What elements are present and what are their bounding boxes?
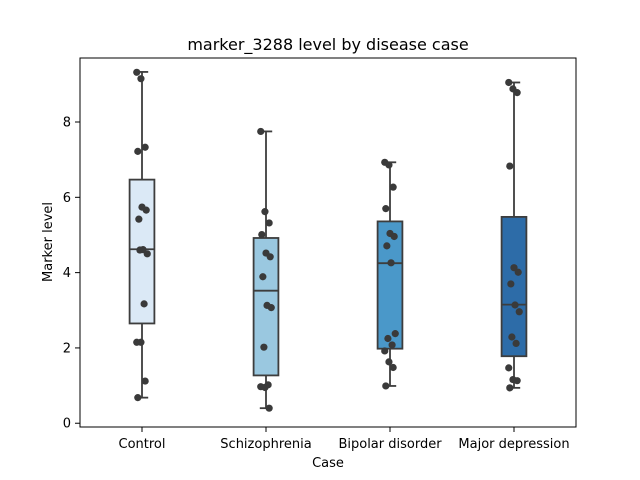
box-group: [128, 71, 156, 399]
data-point: [259, 273, 267, 281]
data-point: [143, 250, 151, 258]
box-iqr: [376, 220, 404, 350]
data-point: [505, 364, 513, 372]
data-point: [514, 268, 522, 276]
data-point: [385, 161, 393, 169]
data-point: [133, 68, 141, 76]
data-point: [258, 230, 266, 239]
box-iqr: [500, 215, 528, 358]
data-point: [512, 339, 520, 348]
data-point: [137, 338, 145, 346]
data-point: [266, 253, 274, 261]
box-group: [500, 81, 528, 389]
y-tick-label: 4: [63, 266, 71, 281]
data-point: [265, 404, 273, 412]
x-tick-label: Major depression: [458, 437, 569, 452]
data-point: [508, 333, 516, 341]
data-point: [389, 363, 397, 372]
data-point: [261, 208, 269, 216]
data-point: [265, 219, 273, 227]
y-tick-label: 8: [63, 116, 71, 131]
y-tick-label: 0: [63, 417, 71, 432]
data-point: [260, 343, 268, 351]
data-point: [507, 280, 515, 288]
y-axis: 0 2 4 6 8: [63, 116, 80, 432]
data-point: [387, 259, 395, 267]
data-point: [141, 143, 149, 151]
data-point: [390, 232, 398, 241]
data-point: [140, 300, 148, 308]
y-tick-label: 6: [63, 191, 71, 206]
x-tick-label: Bipolar disorder: [338, 437, 442, 452]
x-tick-label: Control: [119, 437, 166, 452]
data-point: [506, 162, 514, 170]
data-point: [513, 89, 521, 97]
data-point: [385, 358, 393, 366]
data-point: [381, 347, 389, 355]
x-tick-label: Schizophrenia: [220, 437, 311, 452]
box-group: [252, 130, 280, 410]
data-point: [134, 394, 142, 402]
data-point: [383, 242, 391, 250]
box-group: [376, 161, 404, 387]
x-axis: Control Schizophrenia Bipolar disorder Majo…: [119, 427, 570, 452]
data-point: [505, 78, 513, 87]
data-point: [513, 377, 521, 385]
data-point: [261, 383, 269, 392]
data-point: [257, 127, 265, 136]
data-point: [515, 308, 523, 316]
data-point: [391, 330, 399, 338]
data-point: [134, 147, 142, 155]
plot-frame: [79, 57, 577, 428]
data-point: [142, 206, 150, 214]
data-point: [506, 384, 514, 392]
x-axis-label: Case: [312, 456, 344, 471]
data-point: [135, 215, 143, 223]
data-point: [137, 75, 145, 83]
data-point: [389, 183, 397, 191]
y-axis-label: Marker level: [41, 202, 56, 282]
chart-title: marker_3288 level by disease case: [187, 35, 468, 55]
data-point: [136, 246, 144, 254]
plot-area: [128, 68, 528, 412]
data-point: [511, 301, 519, 309]
y-tick-label: 2: [63, 341, 71, 356]
data-point: [388, 341, 396, 349]
data-point: [382, 205, 390, 213]
data-point: [510, 264, 518, 272]
data-point: [141, 377, 149, 385]
data-point: [382, 382, 390, 390]
data-point: [267, 304, 275, 312]
data-point: [384, 334, 392, 343]
